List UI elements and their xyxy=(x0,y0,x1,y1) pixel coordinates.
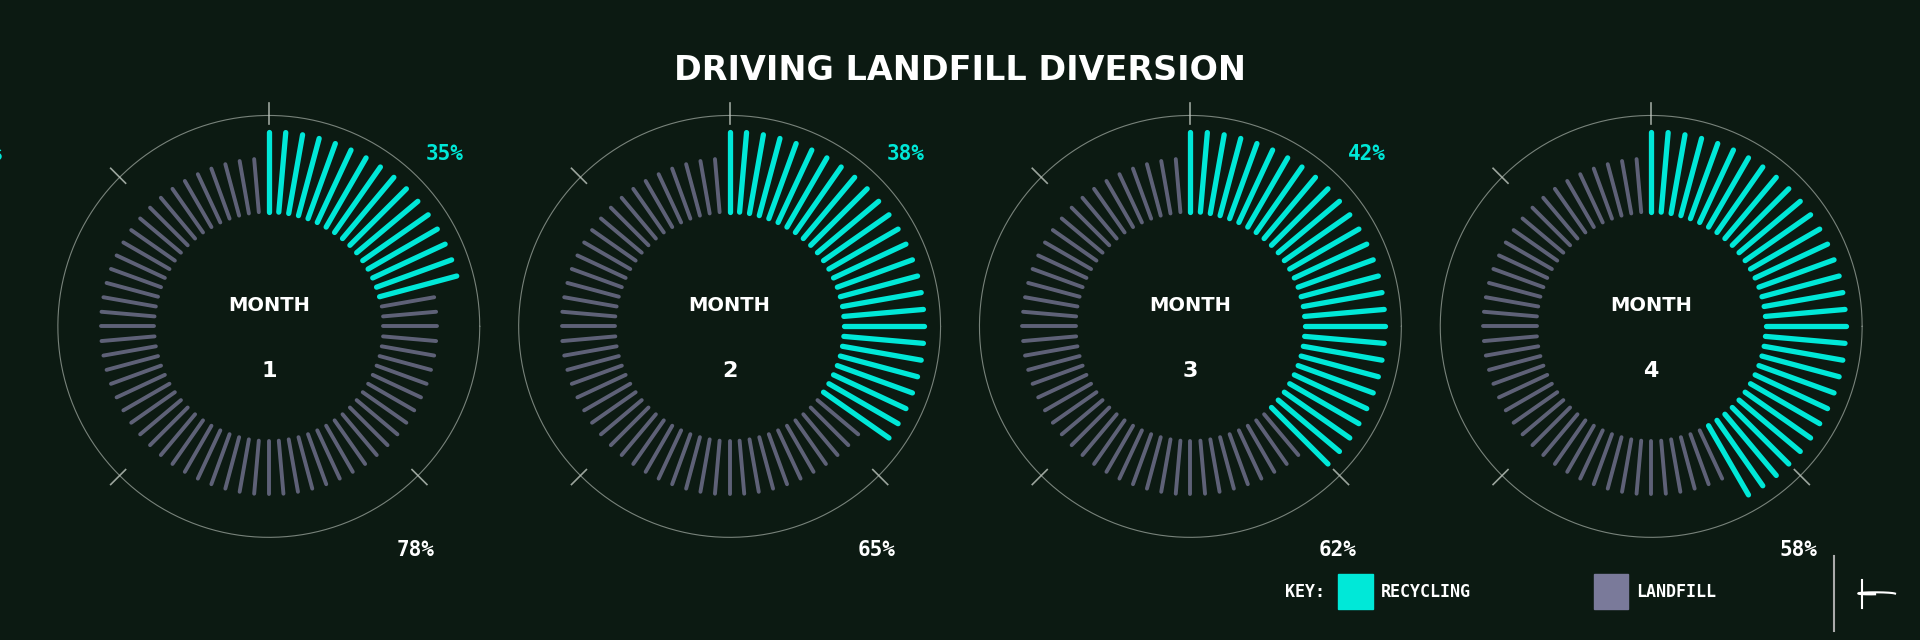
Text: MONTH: MONTH xyxy=(689,296,770,316)
Text: 58%: 58% xyxy=(1780,540,1816,561)
Text: MONTH: MONTH xyxy=(1611,296,1692,316)
Text: 4: 4 xyxy=(1644,362,1659,381)
Text: 62%: 62% xyxy=(1319,540,1356,561)
Text: MONTH: MONTH xyxy=(1150,296,1231,316)
Text: 3: 3 xyxy=(1183,362,1198,381)
Text: RECYCLING: RECYCLING xyxy=(1380,583,1471,601)
Text: LANDFILL: LANDFILL xyxy=(1636,583,1716,601)
Text: MONTH: MONTH xyxy=(228,296,309,316)
Text: DRIVING LANDFILL DIVERSION: DRIVING LANDFILL DIVERSION xyxy=(674,54,1246,88)
Text: 65%: 65% xyxy=(858,540,895,561)
Text: 38%: 38% xyxy=(887,143,925,164)
Bar xyxy=(1338,574,1373,609)
Bar xyxy=(1594,574,1628,609)
Text: 1: 1 xyxy=(261,362,276,381)
Text: KEY:: KEY: xyxy=(1284,583,1325,601)
Polygon shape xyxy=(0,547,1190,640)
Text: 2: 2 xyxy=(722,362,737,381)
Text: 22%: 22% xyxy=(0,143,4,164)
Text: 42%: 42% xyxy=(1348,143,1386,164)
Text: 35%: 35% xyxy=(426,143,465,164)
Text: 78%: 78% xyxy=(397,540,434,561)
